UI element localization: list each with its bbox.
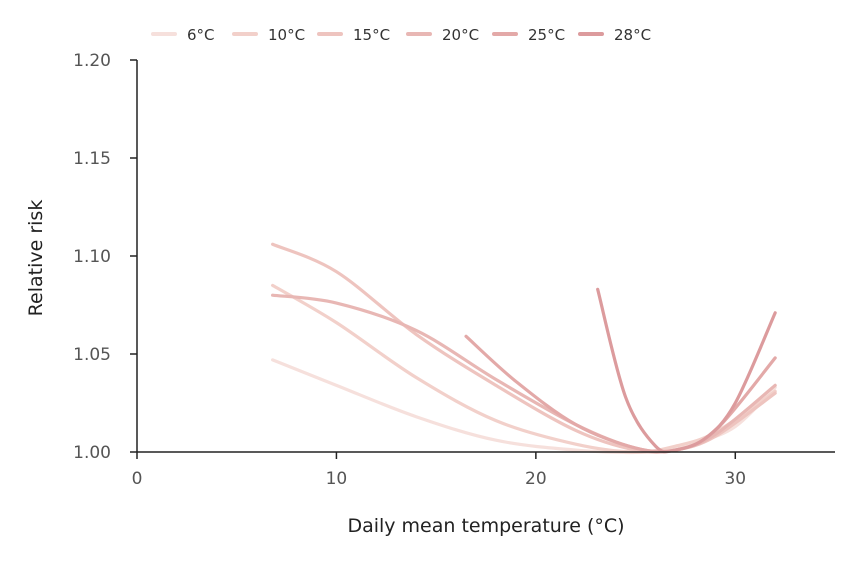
series-line-5 [596,287,777,454]
plot-area [271,242,777,455]
series-line-3 [271,293,777,454]
x-tick-label: 0 [132,469,143,489]
legend-item: 28°C [578,26,651,44]
legend-label: 28°C [614,26,651,44]
y-tick-label: 1.10 [73,247,111,267]
legend-label: 10°C [268,26,305,44]
series-line-2 [271,242,777,454]
legend-label: 25°C [528,26,565,44]
y-tick-label: 1.05 [73,345,111,365]
legend-item: 20°C [406,26,479,44]
x-tick-label: 30 [724,469,746,489]
y-tick-label: 1.15 [73,149,111,169]
y-tick-label: 1.20 [73,51,111,71]
series-layer [271,242,777,455]
legend-label: 15°C [353,26,390,44]
legend-item: 25°C [492,26,565,44]
legend-item: 10°C [232,26,305,44]
legend-label: 20°C [442,26,479,44]
legend-item: 15°C [317,26,390,44]
x-axis-title: Daily mean temperature (°C) [347,515,624,537]
axes: 0 10 20 30 1.00 1.05 1.10 1.15 1.20 [73,51,835,489]
x-ticks: 0 10 20 30 [132,452,746,489]
legend: 6°C 10°C 15°C 20°C 25°C 28°C [151,26,651,44]
y-ticks: 1.00 1.05 1.10 1.15 1.20 [73,51,137,463]
y-tick-label: 1.00 [73,443,111,463]
legend-label: 6°C [187,26,215,44]
x-tick-label: 10 [326,469,348,489]
x-tick-label: 20 [525,469,547,489]
y-axis-title: Relative risk [25,200,47,317]
series-line-1 [271,283,777,454]
legend-item: 6°C [151,26,215,44]
